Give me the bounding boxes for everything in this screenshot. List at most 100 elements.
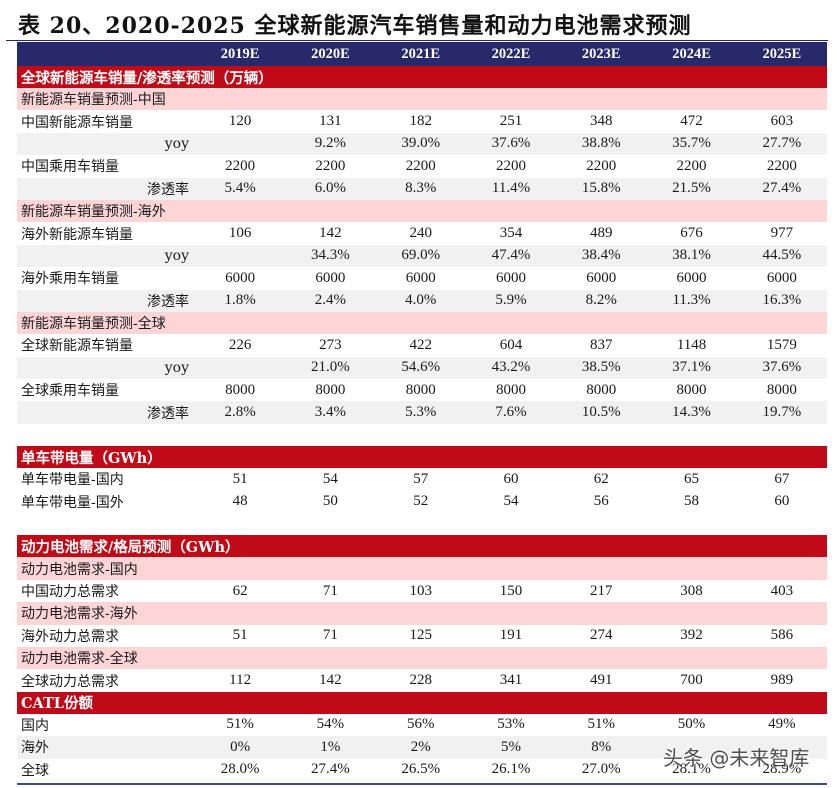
cell-value: 191	[499, 627, 523, 644]
cell-value: 60	[503, 470, 519, 487]
cell-value: 6000	[586, 269, 617, 286]
row-label: 海外动力总需求	[21, 628, 119, 645]
cell-value: 49%	[768, 716, 796, 733]
cell-value: 51	[232, 470, 248, 487]
cell-value: 6000	[495, 269, 526, 286]
cell-value: 26.5%	[401, 761, 441, 778]
cell-value: 392	[680, 627, 703, 644]
cell-value: 26.1%	[491, 761, 531, 778]
cell-value: 39.0%	[401, 135, 441, 152]
row-demand-global: 全球动力总需求 112 142 228 341 491 700 989	[17, 669, 827, 691]
cell-value: 2%	[410, 738, 431, 755]
subsection-demand-global: 动力电池需求-全球	[17, 646, 827, 670]
cell-value: 676	[680, 225, 703, 242]
cell-value: 2.4%	[314, 292, 347, 309]
row-overseas-penetration: 渗透率 1.8% 2.4% 4.0% 5.9% 8.2% 11.3% 16.3%	[17, 289, 827, 312]
subsection-global: 新能源车销量预测-全球	[17, 311, 827, 335]
cell-value: 21.5%	[672, 180, 711, 197]
subsection-demand-overseas: 动力电池需求-海外	[17, 602, 827, 625]
cell-value: 8.3%	[405, 180, 437, 197]
row-catl-domestic: 国内 51% 54% 56% 53% 51% 50% 49%	[17, 714, 827, 736]
row-label: 中国动力总需求	[21, 584, 119, 600]
row-label: 渗透率	[147, 405, 189, 422]
cell-value: 112	[229, 672, 252, 689]
row-label: 国内	[21, 717, 49, 734]
cell-value: 251	[499, 113, 523, 130]
row-label: 海外新能源车销量	[21, 226, 133, 243]
cell-value: 2200	[586, 157, 617, 174]
cell-value: 2200	[315, 157, 346, 174]
cell-value: 69.0%	[401, 247, 441, 264]
cell-value: 65	[684, 470, 700, 487]
cell-value: 2200	[225, 157, 256, 174]
cell-value: 44.5%	[762, 247, 802, 264]
cell-value: 47.4%	[491, 247, 531, 264]
cell-value: 308	[680, 582, 703, 599]
forecast-table: 2019E 2020E 2021E 2022E 2023E 2024E 2025E 全球新能源…	[17, 42, 827, 781]
cell-value: 19.7%	[762, 404, 802, 421]
cell-value: 54	[322, 470, 338, 487]
row-battery-domestic: 单车带电量-国内 51 54 57 60 62 65 67	[17, 468, 827, 490]
cell-value: 142	[319, 225, 342, 242]
cell-value: 54	[503, 493, 519, 510]
cell-value: 106	[228, 225, 252, 242]
header-year: 2019E	[220, 45, 260, 62]
row-label: 渗透率	[147, 181, 189, 198]
header-year: 2024E	[672, 45, 711, 62]
cell-value: 56%	[406, 716, 435, 733]
cell-value: 489	[590, 225, 613, 242]
spacer	[17, 424, 827, 446]
cell-value: 8%	[591, 738, 612, 755]
cell-value: 10.5%	[581, 404, 621, 421]
cell-value: 2200	[495, 157, 526, 174]
cell-value: 27.7%	[762, 135, 802, 152]
cell-value: 989	[770, 672, 794, 689]
section-title: 全球新能源车销量/渗透率预测（万辆）	[21, 69, 273, 87]
cell-value: 8.2%	[585, 292, 617, 309]
cell-value: 8000	[315, 381, 346, 398]
row-overseas-yoy: yoy 34.3% 69.0% 47.4% 38.4% 38.1% 44.5%	[17, 244, 827, 268]
cell-value: 604	[499, 336, 523, 353]
watermark: 头条 @未来智库	[663, 746, 810, 770]
header-year: 2020E	[311, 45, 350, 62]
cell-value: 274	[590, 627, 613, 644]
row-china-yoy: yoy 9.2% 39.0% 37.6% 38.8% 35.7% 27.7%	[17, 132, 827, 156]
cell-value: 28.9%	[762, 761, 802, 778]
cell-value: 240	[409, 225, 432, 242]
section-battery-per-vehicle: 单车带电量（GWh）	[17, 446, 827, 469]
subsection-demand-china: 动力电池需求-国内	[17, 557, 827, 580]
cell-value: 228	[409, 672, 432, 689]
row-china-penetration: 渗透率 5.4% 6.0% 8.3% 11.4% 15.8% 21.5% 27.4%	[17, 177, 827, 200]
section-sales: 全球新能源车销量/渗透率预测（万辆）	[17, 66, 827, 88]
cell-value: 1148	[676, 336, 707, 353]
cell-value: 5%	[500, 738, 521, 755]
cell-value: 15.8%	[581, 180, 621, 197]
header-year: 2022E	[491, 45, 531, 62]
cell-value: 5.4%	[224, 180, 256, 197]
cell-value: 700	[680, 672, 703, 689]
cell-value: 14.3%	[672, 404, 711, 421]
cell-value: 62	[232, 582, 248, 599]
subsection-title: 新能源车销量预测-海外	[21, 204, 166, 221]
header-row: 2019E 2020E 2021E 2022E 2023E 2024E 2025E	[17, 42, 827, 66]
cell-value: 2200	[405, 157, 436, 174]
cell-value: 8000	[225, 381, 256, 398]
cell-value: 3.4%	[314, 404, 347, 421]
row-label: 全球动力总需求	[21, 673, 119, 690]
row-label: 海外乘用车销量	[21, 271, 119, 288]
title-rule	[6, 40, 828, 41]
cell-value: 226	[228, 336, 252, 353]
cell-value: 150	[499, 582, 523, 599]
cell-value: 11.4%	[491, 180, 531, 197]
cell-value: 8000	[766, 381, 797, 398]
cell-value: 60	[774, 493, 790, 510]
subsection-title: 新能源车销量预测-全球	[21, 316, 166, 333]
cell-value: 38.4%	[581, 247, 621, 264]
row-label: 单车带电量-国内	[21, 472, 124, 489]
cell-value: 57	[413, 470, 429, 487]
cell-value: 27.4%	[311, 761, 350, 778]
cell-value: 38.5%	[581, 359, 621, 376]
cell-value: 837	[590, 336, 613, 353]
cell-value: 11.3%	[672, 292, 711, 309]
cell-value: 341	[499, 672, 523, 689]
